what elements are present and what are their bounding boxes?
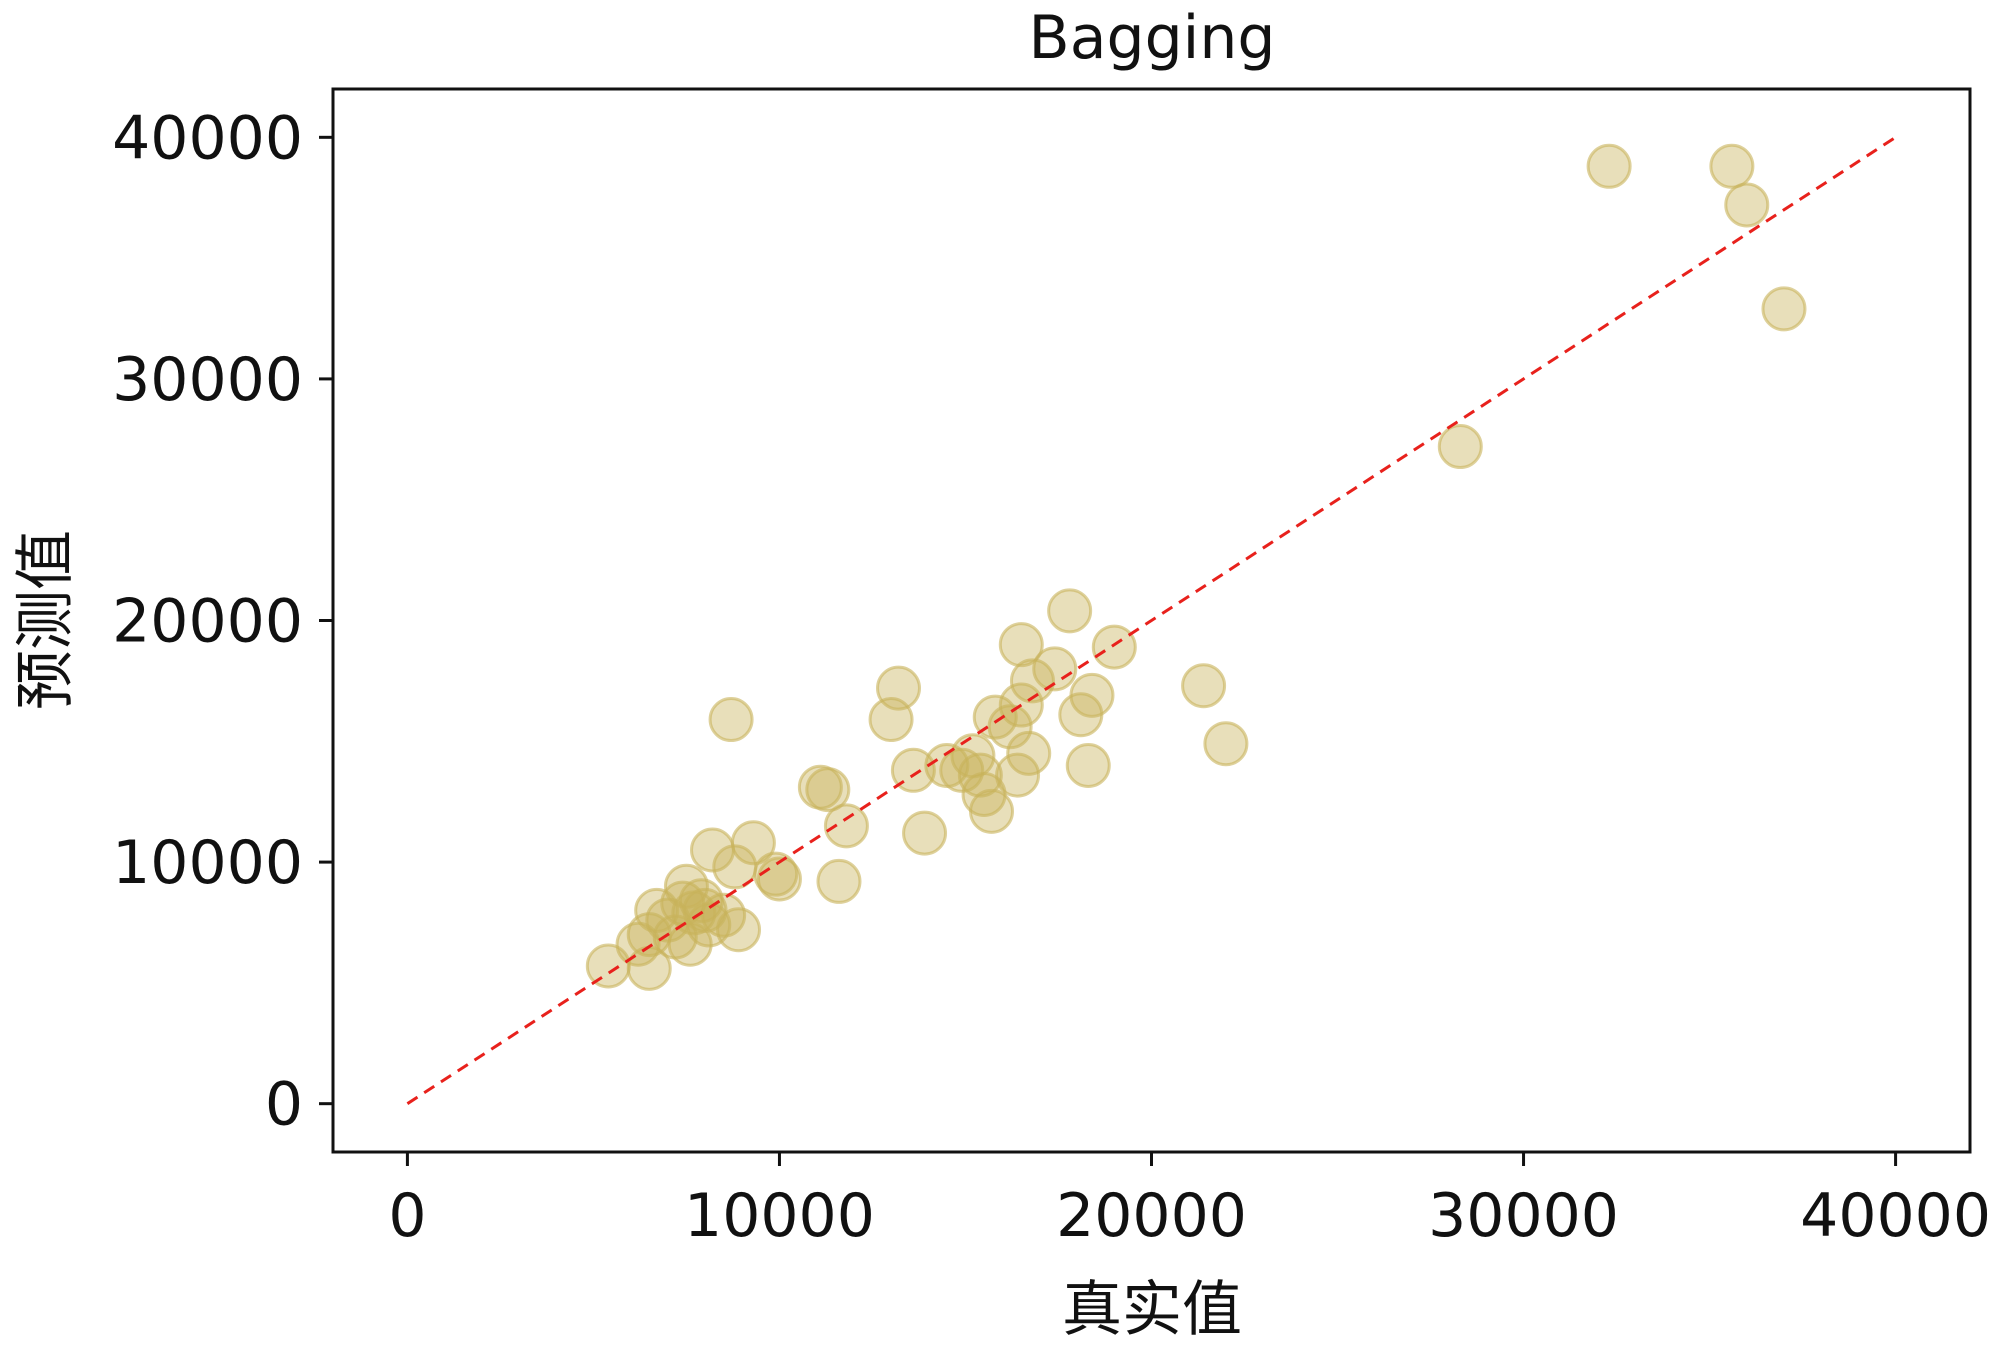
x-axis: 0 10000 20000 30000 40000: [388, 1152, 1991, 1251]
scatter-point-38: [995, 752, 1041, 798]
scatter-point-41: [1006, 730, 1052, 776]
scatter-points: [585, 143, 1807, 991]
scatter-point-35: [969, 788, 1015, 834]
reference-line: [406, 136, 1897, 1105]
scatter-point-21: [756, 856, 802, 902]
y-tick-label-3: 30000: [112, 345, 303, 415]
y-tick-label-0: 0: [265, 1070, 303, 1140]
scatter-point-54: [1724, 182, 1770, 228]
y-tick-label-1: 10000: [112, 828, 303, 898]
y-axis: 0 10000 20000 30000 40000: [112, 103, 333, 1140]
y-tick-label-4: 40000: [112, 103, 303, 173]
chart-title: Bagging: [1029, 3, 1276, 73]
y-tick-label-2: 20000: [112, 587, 303, 657]
scatter-point-29: [902, 810, 948, 856]
scatter-point-50: [1203, 721, 1249, 767]
scatter-point-48: [1091, 624, 1137, 670]
scatter-point-46: [1065, 742, 1111, 788]
scatter-point-49: [1181, 663, 1227, 709]
scatter-point-44: [1047, 588, 1093, 634]
scatter-point-23: [805, 767, 851, 813]
scatter-point-47: [1069, 672, 1115, 718]
y-axis-title: 预测值: [11, 530, 81, 710]
x-tick-label-1: 10000: [684, 1181, 875, 1251]
x-tick-label-2: 20000: [1056, 1181, 1247, 1251]
x-tick-label-4: 40000: [1800, 1181, 1991, 1251]
x-tick-label-3: 30000: [1428, 1181, 1619, 1251]
scatter-point-40: [998, 622, 1044, 668]
scatter-point-16: [708, 697, 754, 743]
scatter-point-12: [682, 887, 728, 933]
scatter-point-24: [816, 858, 862, 904]
scatter-point-27: [876, 665, 922, 711]
x-axis-title: 真实值: [1062, 1275, 1242, 1345]
scatter-point-43: [1032, 646, 1078, 692]
scatter-point-55: [1761, 286, 1807, 332]
scatter-point-52: [1586, 143, 1632, 189]
scatter-point-19: [730, 820, 776, 866]
scatter-point-18: [716, 907, 762, 953]
x-tick-label-0: 0: [388, 1181, 426, 1251]
scatter-point-53: [1709, 143, 1755, 189]
scatter-point-37: [987, 704, 1033, 750]
scatter-point-51: [1437, 424, 1483, 470]
scatter-point-42: [1009, 658, 1055, 704]
scatter-point-25: [823, 803, 869, 849]
